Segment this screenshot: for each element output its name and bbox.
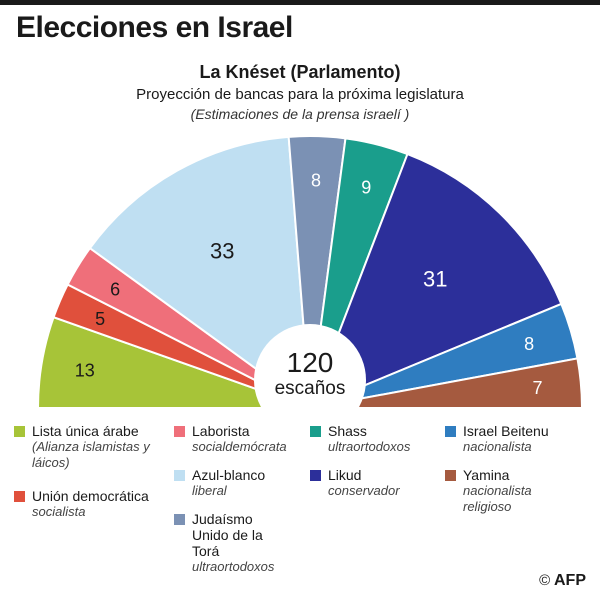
legend-description: ultraortodoxos <box>328 439 411 454</box>
legend-label: Lista única árabe <box>32 423 139 439</box>
chart-description: Proyección de bancas para la próxima leg… <box>136 86 464 103</box>
legend-swatch <box>174 426 185 437</box>
legend-label: Judaísmo Unido de la Torá <box>192 511 263 559</box>
legend-description: ultraortodoxos <box>192 559 275 574</box>
slice-azul-blanco <box>88 135 312 411</box>
slice-yamina <box>309 357 584 409</box>
copyright-symbol: © <box>539 572 551 589</box>
slice-likud <box>308 152 563 410</box>
slice-value-label: 9 <box>361 178 371 198</box>
legend-description: conservador <box>328 483 400 498</box>
legend-label: Yamina <box>463 467 510 483</box>
legend-description: socialdemócrata <box>192 439 287 454</box>
legend-label: Azul-blanco <box>192 467 266 483</box>
legend-description: liberal <box>192 483 227 498</box>
legend-label: Likud <box>328 467 362 483</box>
center-hole <box>254 324 366 436</box>
legend-description: nacionalista <box>463 439 532 454</box>
legend-description: nacionalista religioso <box>463 483 532 514</box>
total-seats-value: 120 <box>287 347 334 378</box>
legend-swatch <box>310 470 321 481</box>
legend-label: Shass <box>328 423 367 439</box>
slice-value-label: 6 <box>110 280 120 300</box>
chart-note: (Estimaciones de la prensa israelí ) <box>190 106 410 122</box>
legend-swatch <box>445 426 456 437</box>
slice-value-label: 33 <box>210 238 234 263</box>
legend-swatch <box>174 514 185 525</box>
legend-swatch <box>14 491 25 502</box>
legend-swatch <box>445 470 456 481</box>
legend-swatch <box>174 470 185 481</box>
chart-title: La Knéset (Parlamento) <box>199 62 401 82</box>
top-bar <box>0 0 600 5</box>
page-title: Elecciones en Israel <box>16 11 293 44</box>
legend-label: Laborista <box>192 423 250 439</box>
legend-label: Israel Beitenu <box>463 423 549 439</box>
slice-value-label: 7 <box>533 378 543 398</box>
legend-description: (Alianza islamistas y láicos) <box>32 439 150 470</box>
afp-credit: © AFP <box>539 572 586 590</box>
slice-value-label: 31 <box>423 266 447 291</box>
slice-value-label: 8 <box>311 171 321 191</box>
slice-value-label: 13 <box>75 360 95 380</box>
legend-description: socialista <box>32 504 86 519</box>
legend-label: Unión democrática <box>32 488 149 504</box>
afp-logo: AFP <box>554 572 586 589</box>
slice-value-label: 8 <box>524 334 534 354</box>
total-seats-label: escaños <box>275 378 346 399</box>
legend-swatch <box>14 426 25 437</box>
legend-swatch <box>310 426 321 437</box>
slice-value-label: 5 <box>95 309 105 329</box>
